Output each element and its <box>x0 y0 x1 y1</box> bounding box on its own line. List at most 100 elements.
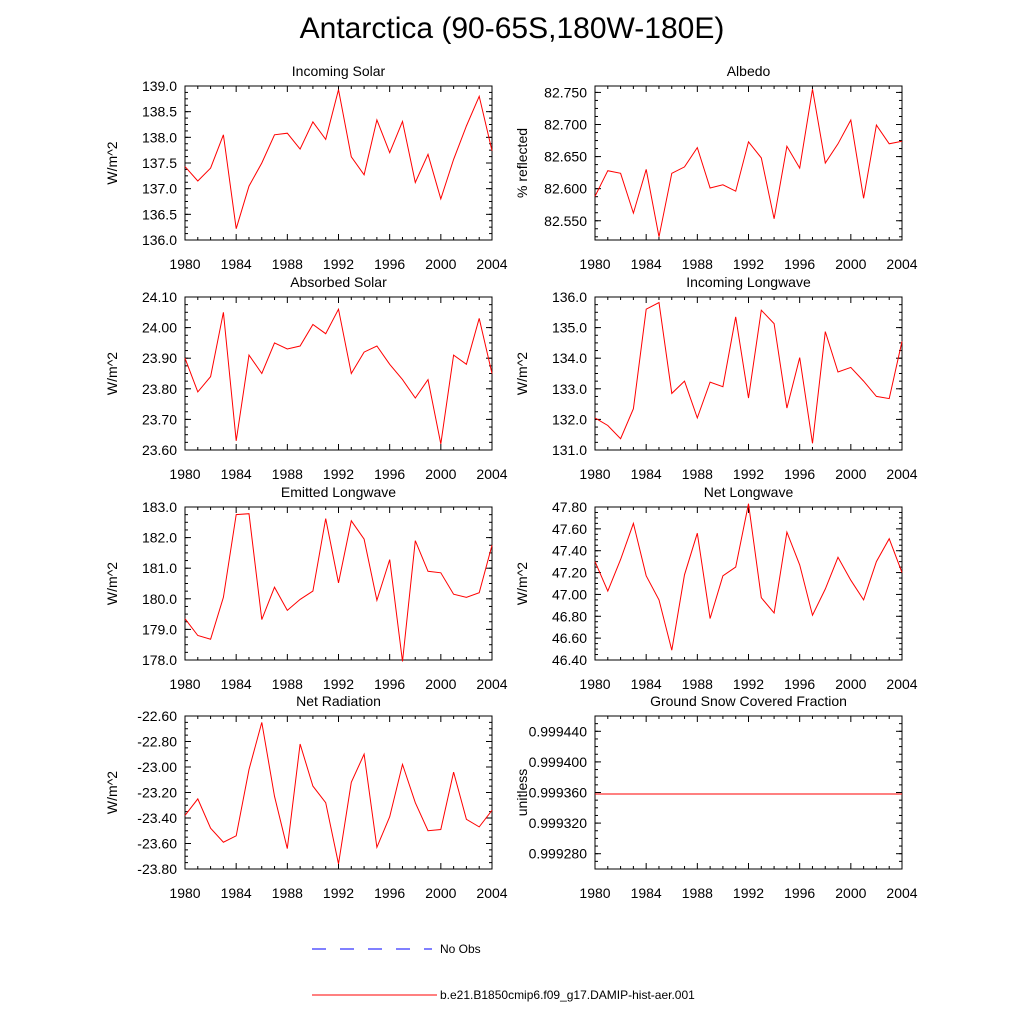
x-tick-label: 2004 <box>476 676 507 692</box>
y-tick-label: 0.999440 <box>529 723 588 739</box>
x-tick-label: 1996 <box>784 676 815 692</box>
y-tick-label: -23.20 <box>137 785 177 801</box>
x-tick-label: 1984 <box>631 466 662 482</box>
x-tick-label: 1996 <box>374 256 405 272</box>
y-tick-label: 138.5 <box>142 104 177 120</box>
x-tick-label: 1988 <box>682 885 713 901</box>
x-tick-label: 2004 <box>886 885 917 901</box>
x-tick-label: 2000 <box>835 466 866 482</box>
series-line <box>184 307 493 444</box>
x-tick-label: 1988 <box>682 466 713 482</box>
x-tick-label: 1980 <box>169 466 200 482</box>
x-tick-label: 1992 <box>323 676 354 692</box>
y-axis-label: W/m^2 <box>104 141 120 184</box>
y-tick-label: 46.80 <box>552 608 587 624</box>
plot-frame <box>184 506 493 661</box>
y-tick-label: 82.550 <box>544 213 587 229</box>
plot-frame <box>594 715 903 870</box>
x-tick-label: 1984 <box>221 885 252 901</box>
y-tick-label: 47.20 <box>552 565 587 581</box>
y-tick-label: 47.60 <box>552 521 587 537</box>
y-axis-label: W/m^2 <box>104 352 120 395</box>
y-tick-label: 131.0 <box>552 442 587 458</box>
chart-panel: Net Longwave W/m^2 1980 1984 1988 1992 1996 200… <box>514 484 918 692</box>
y-tick-label: -23.80 <box>137 861 177 877</box>
y-tick-label: 133.0 <box>552 381 587 397</box>
x-tick-label: 1992 <box>323 885 354 901</box>
chart-panel: Albedo % reflected 1980 1984 1988 1992 1996 200… <box>514 63 918 272</box>
x-tick-label: 2000 <box>425 466 456 482</box>
panel-title: Net Longwave <box>704 484 794 500</box>
chart-panel: Emitted Longwave W/m^2 1980 1984 1988 1992 199… <box>104 484 508 692</box>
y-tick-label: 0.999360 <box>529 785 588 801</box>
x-tick-label: 2000 <box>835 885 866 901</box>
y-tick-label: 135.0 <box>552 320 587 336</box>
y-tick-label: 136.5 <box>142 206 177 222</box>
y-axis-label: W/m^2 <box>104 771 120 814</box>
y-axis-label: W/m^2 <box>514 352 530 395</box>
panel-title: Ground Snow Covered Fraction <box>650 693 847 709</box>
x-tick-label: 1980 <box>579 256 610 272</box>
y-tick-label: 23.70 <box>142 411 177 427</box>
x-tick-label: 1996 <box>784 466 815 482</box>
x-tick-label: 1988 <box>272 676 303 692</box>
x-tick-label: 1984 <box>631 256 662 272</box>
y-tick-label: 23.80 <box>142 381 177 397</box>
series-line <box>594 89 903 237</box>
x-tick-label: 1980 <box>169 885 200 901</box>
y-tick-label: 137.0 <box>142 181 177 197</box>
x-tick-label: 1992 <box>733 885 764 901</box>
panel-title: Albedo <box>727 63 771 79</box>
x-tick-label: 1996 <box>374 676 405 692</box>
y-tick-label: -23.60 <box>137 836 177 852</box>
x-tick-label: 1988 <box>682 256 713 272</box>
y-tick-label: 82.700 <box>544 117 587 133</box>
chart-panel: Incoming Solar W/m^2 1980 1984 1988 1992 1996 2… <box>104 63 508 272</box>
chart-panel: Absorbed Solar W/m^2 1980 1984 1988 1992 1996 2… <box>104 274 508 482</box>
x-tick-label: 1980 <box>579 885 610 901</box>
y-tick-label: 180.0 <box>142 591 177 607</box>
y-axis-label: unitless <box>514 769 530 816</box>
x-tick-label: 1984 <box>631 676 662 692</box>
x-tick-label: 1992 <box>733 256 764 272</box>
x-tick-label: 2000 <box>835 256 866 272</box>
x-tick-label: 2004 <box>476 256 507 272</box>
y-tick-label: 23.90 <box>142 350 177 366</box>
plot-frame <box>184 715 493 870</box>
x-tick-label: 2000 <box>425 676 456 692</box>
y-tick-label: 47.80 <box>552 499 587 515</box>
page-title: Antarctica (90-65S,180W-180E) <box>299 12 725 45</box>
plot-frame <box>594 506 903 661</box>
y-tick-label: 23.60 <box>142 442 177 458</box>
x-tick-label: 1996 <box>374 885 405 901</box>
plot-frame <box>184 296 493 451</box>
y-tick-label: 24.00 <box>142 320 177 336</box>
x-tick-label: 1984 <box>631 885 662 901</box>
x-tick-label: 1988 <box>682 676 713 692</box>
panel-title: Absorbed Solar <box>290 274 387 290</box>
x-tick-label: 1988 <box>272 256 303 272</box>
y-tick-label: -23.00 <box>137 759 177 775</box>
x-tick-label: 2004 <box>476 466 507 482</box>
y-tick-label: 138.0 <box>142 129 177 145</box>
x-tick-label: 2000 <box>835 676 866 692</box>
series-line <box>594 301 903 444</box>
y-tick-label: 181.0 <box>142 560 177 576</box>
y-tick-label: 0.999320 <box>529 815 588 831</box>
x-tick-label: 1996 <box>784 256 815 272</box>
y-tick-label: 136.0 <box>552 289 587 305</box>
x-tick-label: 2004 <box>476 885 507 901</box>
series-line <box>184 513 493 662</box>
x-tick-label: 1988 <box>272 885 303 901</box>
x-tick-label: 1992 <box>733 466 764 482</box>
series-line <box>184 722 493 865</box>
x-tick-label: 1984 <box>221 676 252 692</box>
y-axis-label: W/m^2 <box>514 562 530 605</box>
y-tick-label: 137.5 <box>142 155 177 171</box>
x-tick-label: 1996 <box>374 466 405 482</box>
x-tick-label: 2004 <box>886 676 917 692</box>
y-tick-label: 178.0 <box>142 652 177 668</box>
y-tick-label: 139.0 <box>142 78 177 94</box>
y-tick-label: 46.40 <box>552 652 587 668</box>
panel-title: Net Radiation <box>296 693 381 709</box>
